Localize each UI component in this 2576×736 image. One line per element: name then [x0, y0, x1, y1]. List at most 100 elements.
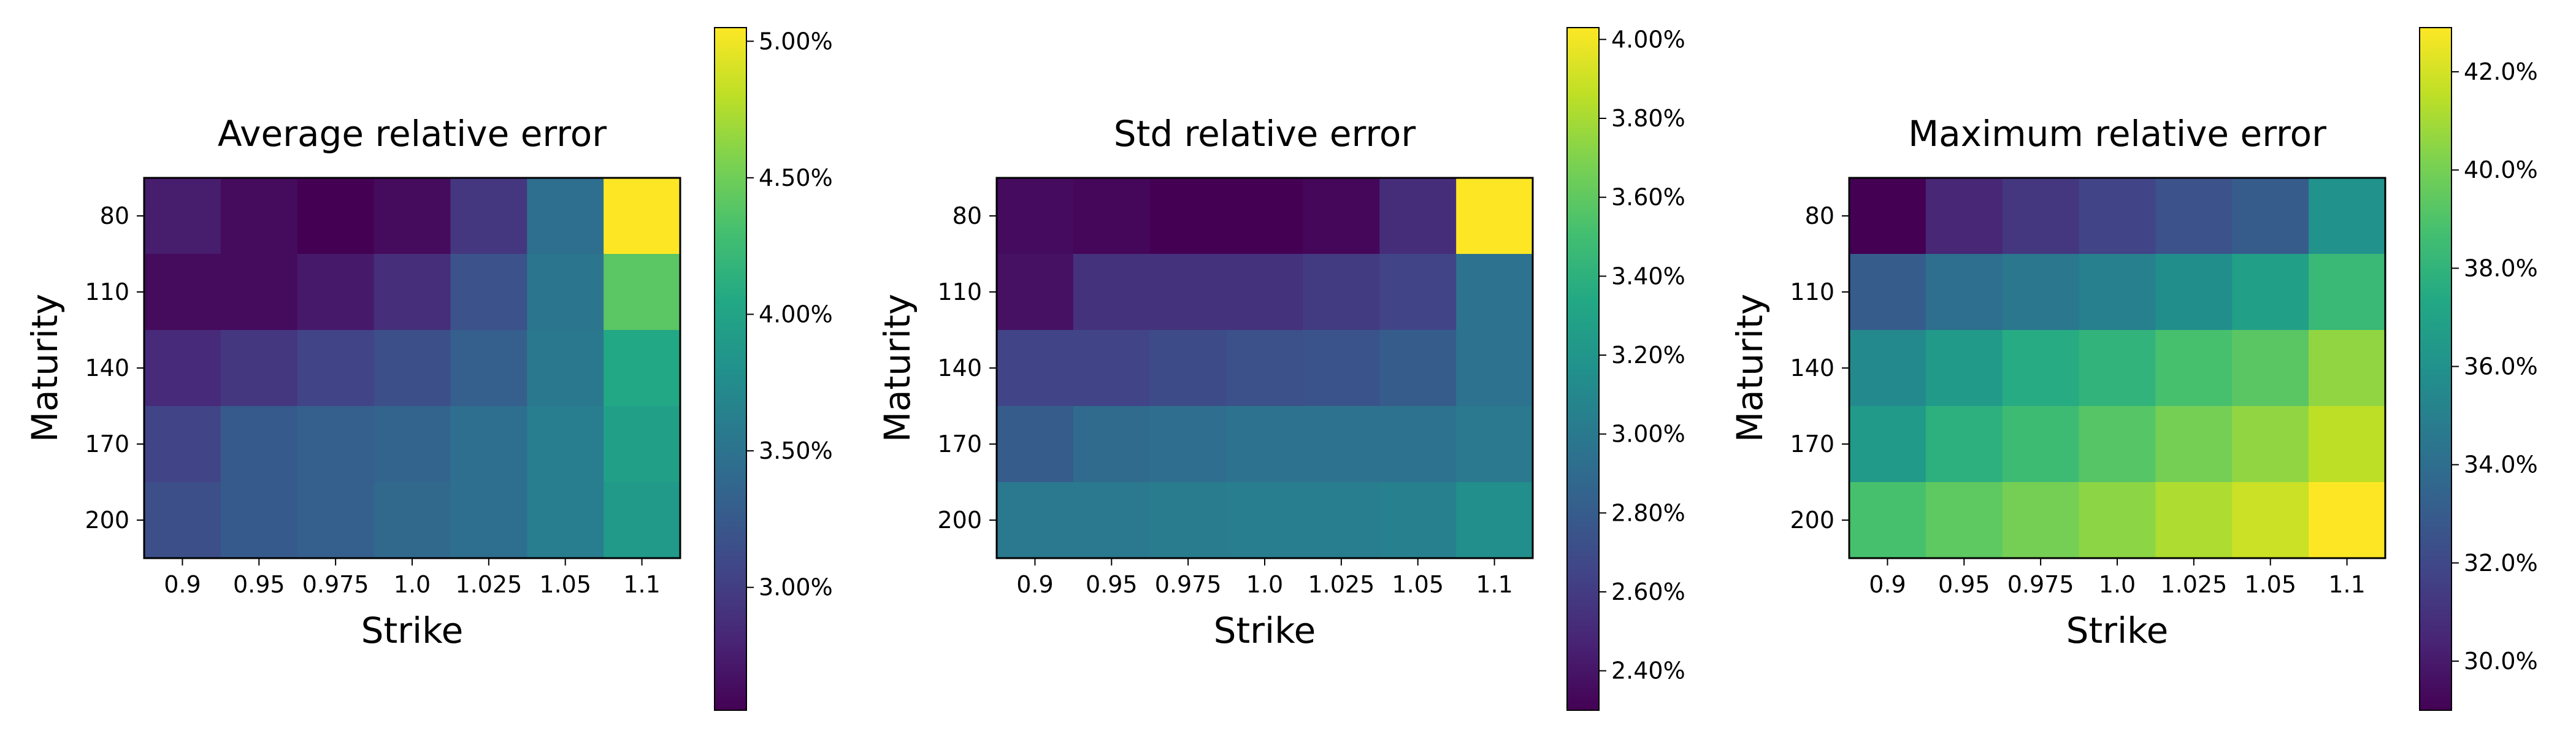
x-axis-label: Strike — [361, 610, 464, 651]
heatmap-cell — [220, 482, 298, 559]
heatmap-cell — [1073, 178, 1151, 255]
heatmap-cell — [1925, 178, 2003, 255]
y-ticks: 80 110 140 170 200 — [937, 202, 997, 534]
y-tick-label: 200 — [1790, 507, 1834, 534]
y-tick-label: 140 — [85, 355, 129, 381]
heatmap-cell — [2309, 406, 2386, 483]
heatmap-cell — [2232, 178, 2309, 255]
x-tick-label: 0.95 — [1938, 571, 1990, 598]
heatmap-cell — [1073, 330, 1151, 407]
colorbar: 3.00% 3.50% 4.00% 4.50% 5.00% — [714, 27, 833, 711]
x-tick-label: 1.0 — [1246, 571, 1283, 598]
heatmap-cell — [997, 406, 1074, 483]
heatmap-cell — [450, 178, 527, 255]
heatmap-cell — [1456, 178, 1533, 255]
heatmap-cell — [527, 178, 604, 255]
heatmap-cell — [527, 330, 604, 407]
heatmap-cells — [144, 178, 681, 559]
heatmap-cell — [604, 406, 681, 483]
heatmap-cell — [1849, 254, 1926, 331]
heatmap-cell — [220, 178, 298, 255]
heatmap-cell — [2079, 406, 2156, 483]
heatmap-cell — [1303, 482, 1380, 559]
y-tick-label: 170 — [937, 431, 982, 458]
heatmap-cell — [1379, 406, 1457, 483]
heatmap-cell — [1379, 178, 1457, 255]
heatmap-cell — [1073, 254, 1151, 331]
x-ticks: 0.9 0.95 0.975 1.0 1.025 1.05 1.1 — [1016, 558, 1513, 598]
x-tick-label: 1.025 — [1308, 571, 1374, 598]
heatmap-cell — [1226, 254, 1304, 331]
heatmap-cell — [374, 330, 451, 407]
colorbar-tick-label: 4.00% — [1611, 26, 1685, 53]
heatmap-cell — [2232, 482, 2309, 559]
colorbar-tick-label: 3.20% — [1611, 342, 1685, 369]
colorbar-tick-label: 3.00% — [759, 574, 833, 601]
heatmap-cell — [2002, 482, 2080, 559]
heatmap-cell — [604, 178, 681, 255]
heatmap-cell — [1303, 406, 1380, 483]
x-tick-label: 1.05 — [2244, 571, 2296, 598]
x-ticks: 0.9 0.95 0.975 1.0 1.025 1.05 1.1 — [1869, 558, 2366, 598]
heatmap-cell — [2232, 254, 2309, 331]
y-tick-label: 110 — [1790, 278, 1834, 305]
colorbar: 2.40% 2.60% 2.80% 3.00% 3.20% 3.40% 3.60% 3.80%… — [1566, 26, 1685, 711]
heatmap-cell — [2079, 482, 2156, 559]
x-tick-label: 0.975 — [302, 571, 369, 598]
heatmap-cell — [527, 254, 604, 331]
heatmap-cell — [1073, 482, 1151, 559]
panel-average: Average relative error 0.9 0.95 0.975 1.0 1.… — [24, 27, 833, 711]
colorbar-tick-label: 4.00% — [759, 301, 833, 328]
x-tick-label: 1.1 — [623, 571, 660, 598]
heatmap-cell — [297, 254, 375, 331]
heatmap-cell — [450, 406, 527, 483]
y-tick-label: 110 — [937, 278, 982, 305]
colorbar-tick-label: 5.00% — [759, 28, 833, 55]
heatmap-cell — [374, 178, 451, 255]
y-tick-label: 140 — [1790, 355, 1834, 381]
heatmap-cell — [527, 406, 604, 483]
heatmap-cell — [1226, 406, 1304, 483]
heatmap-cell — [997, 178, 1074, 255]
x-tick-label: 0.975 — [2007, 571, 2074, 598]
heatmap-cell — [1925, 482, 2003, 559]
x-tick-label: 1.025 — [455, 571, 522, 598]
y-tick-label: 170 — [85, 431, 129, 458]
colorbar-tick-label: 4.50% — [759, 164, 833, 191]
heatmap-cell — [1925, 254, 2003, 331]
colorbar-tick-label: 32.0% — [2464, 550, 2538, 577]
heatmap-cell — [1149, 482, 1227, 559]
heatmap-cell — [297, 482, 375, 559]
heatmap-cell — [1456, 330, 1533, 407]
heatmap-cells — [1849, 178, 2386, 559]
y-tick-label: 80 — [100, 202, 129, 229]
x-tick-label: 0.9 — [1869, 571, 1906, 598]
chart-title: Std relative error — [1114, 113, 1416, 155]
x-tick-label: 1.1 — [1476, 571, 1512, 598]
x-ticks: 0.9 0.95 0.975 1.0 1.025 1.05 1.1 — [164, 558, 661, 598]
y-tick-label: 200 — [937, 507, 982, 534]
heatmap-cell — [527, 482, 604, 559]
colorbar-tick-label: 3.80% — [1611, 105, 1685, 132]
heatmap-cell — [2309, 254, 2386, 331]
heatmap-cell — [1226, 330, 1304, 407]
heatmap-cell — [1303, 178, 1380, 255]
heatmap-cell — [1226, 482, 1304, 559]
colorbar-tick-label: 3.50% — [759, 437, 833, 464]
colorbar-tick-label: 38.0% — [2464, 255, 2538, 282]
panel-maximum: Maximum relative error 0.9 0.95 0.975 1.0 1.… — [1729, 27, 2538, 711]
x-tick-label: 0.9 — [164, 571, 201, 598]
heatmap-cell — [450, 482, 527, 559]
heatmap-cell — [374, 254, 451, 331]
heatmap-cell — [1379, 482, 1457, 559]
x-tick-label: 1.1 — [2328, 571, 2365, 598]
heatmap-cells — [997, 178, 1533, 559]
x-tick-label: 1.05 — [539, 571, 591, 598]
heatmap-cell — [997, 254, 1074, 331]
heatmap-cell — [297, 406, 375, 483]
heatmap-cell — [1149, 330, 1227, 407]
heatmap-cell — [1379, 330, 1457, 407]
heatmap-cell — [450, 330, 527, 407]
y-tick-label: 200 — [85, 507, 129, 534]
